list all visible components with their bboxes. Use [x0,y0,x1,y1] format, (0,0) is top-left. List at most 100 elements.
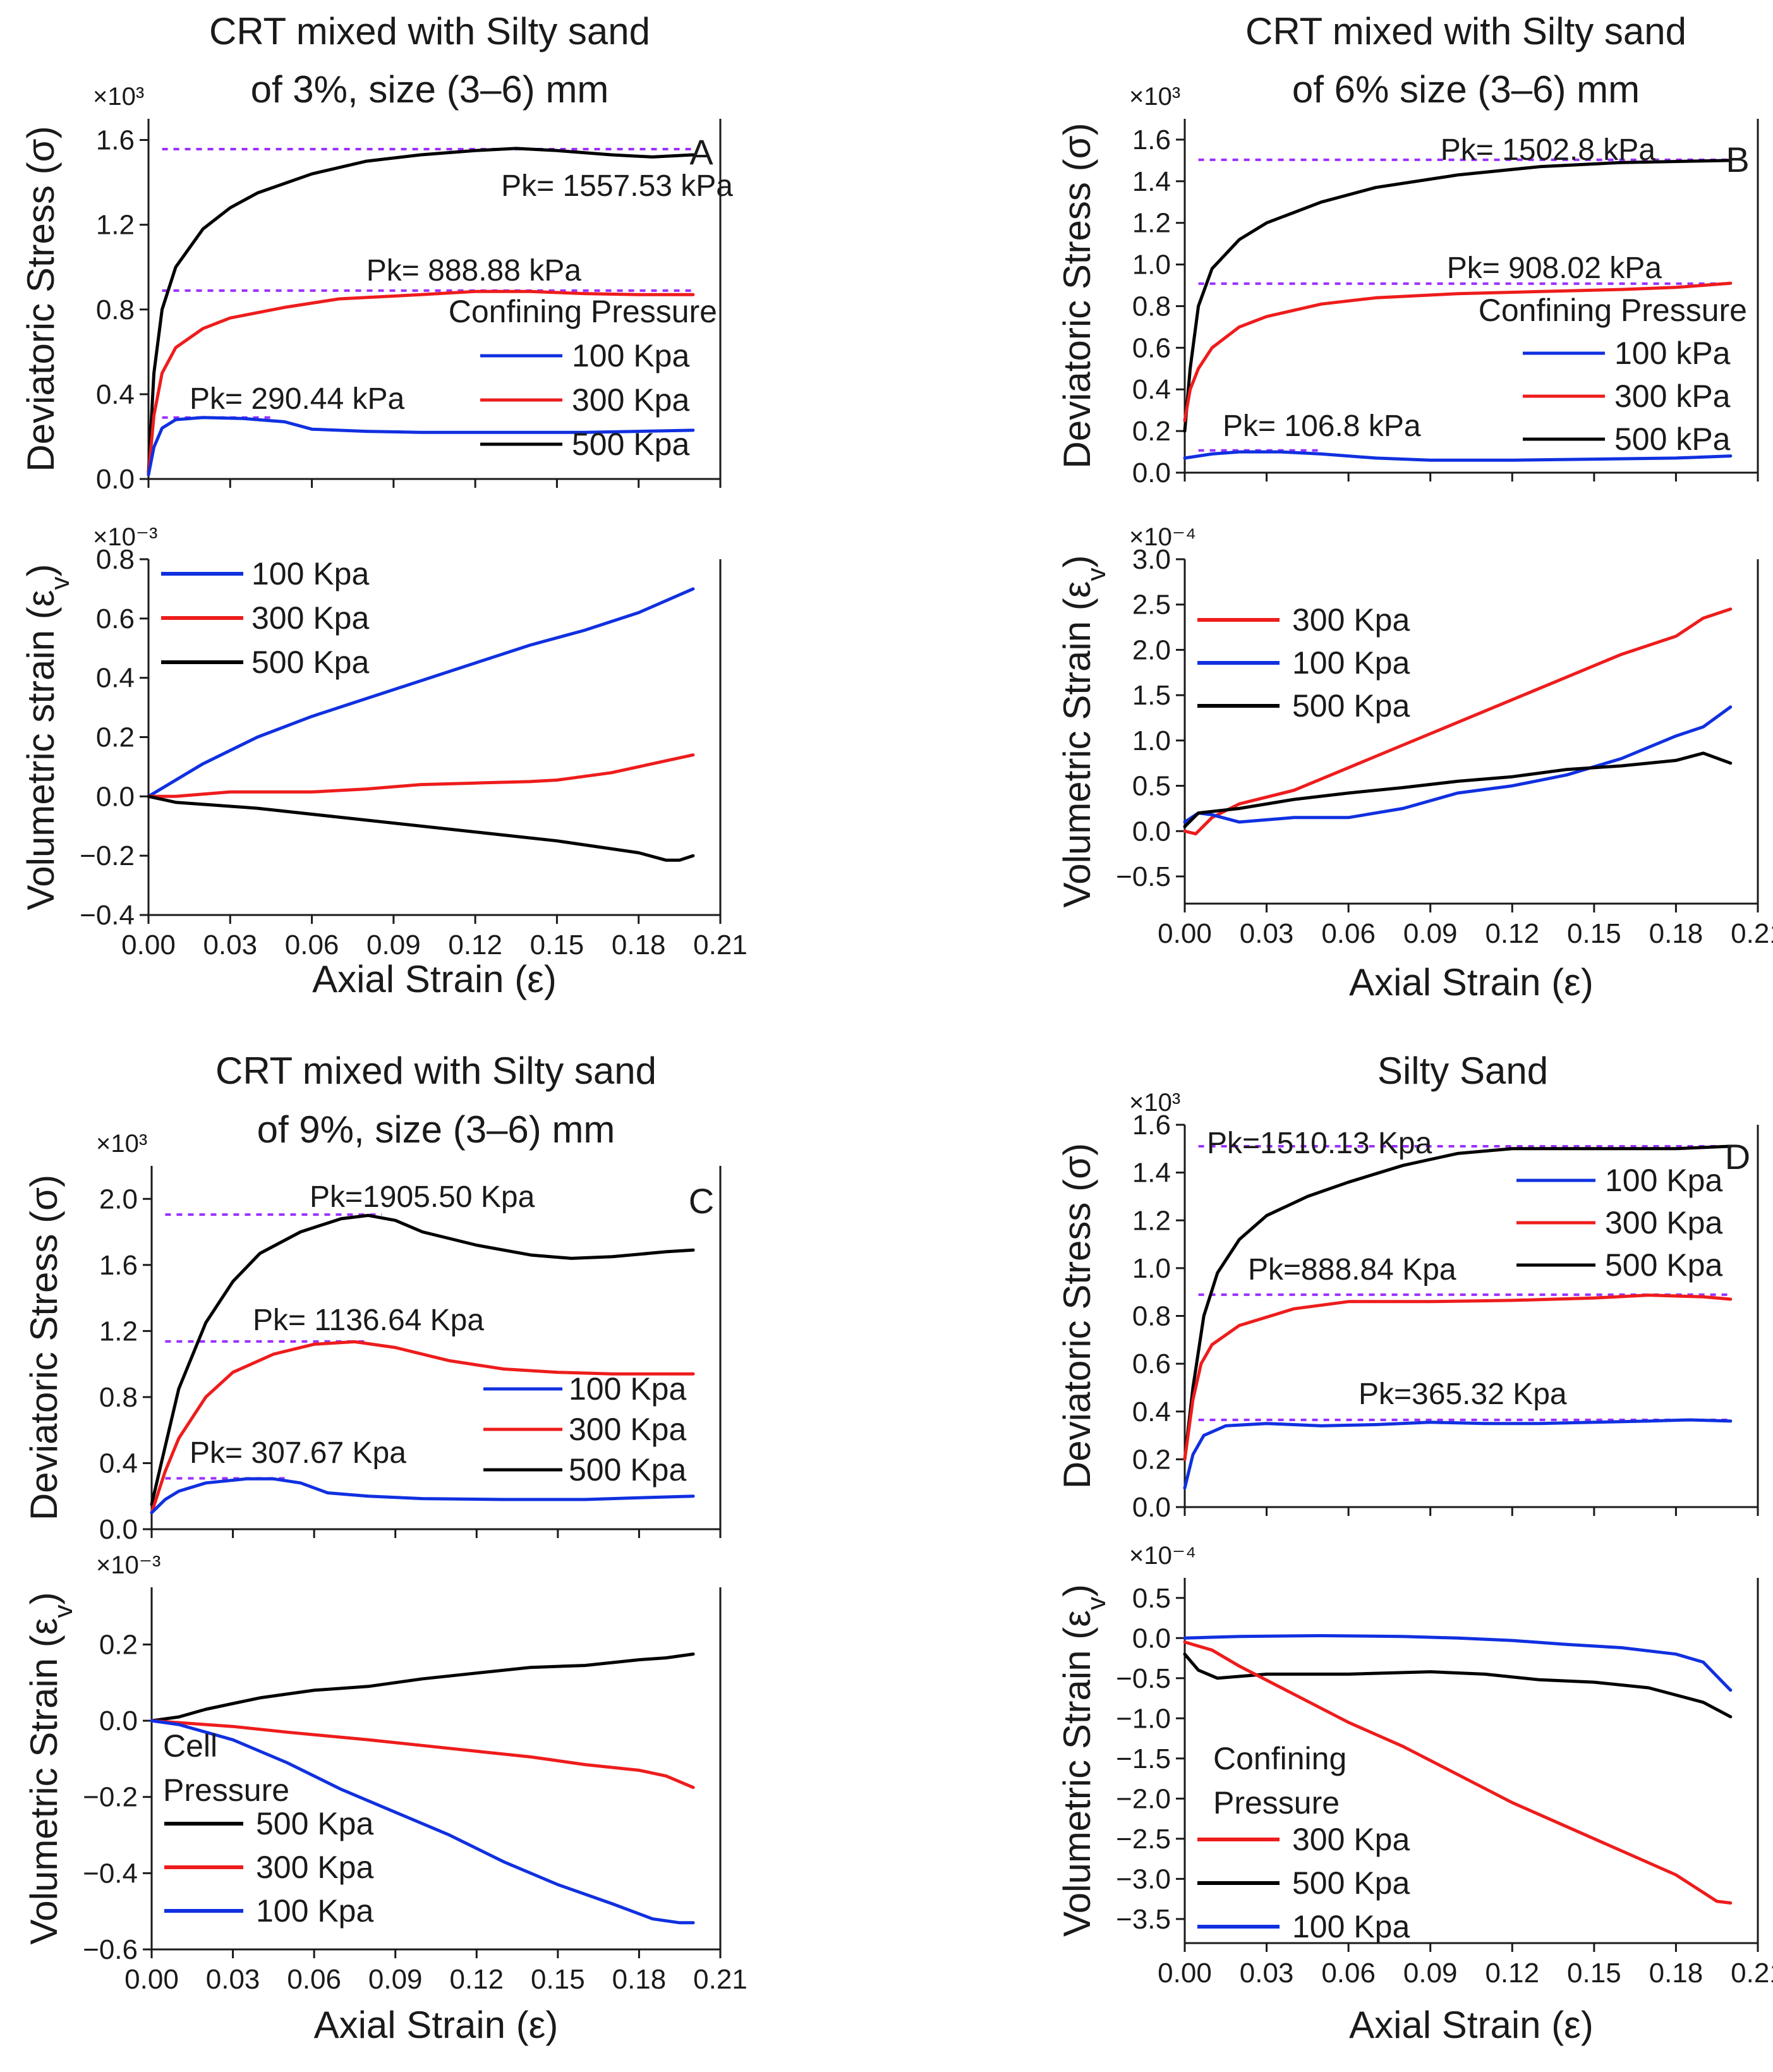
panel-a-bottom-x-tick-label: 0.09 [366,930,421,960]
panel-b-panel-letter: B [1726,140,1749,179]
panel-a-title: of 3%, size (3–6) mm [251,68,609,111]
panel-c-bottom-series-100-kpa [150,1719,695,1925]
panel-c: CRT mixed with Silty sand of 9%, size (3–… [23,1050,747,2046]
panel-b-top-y-tick-label: 1.2 [1132,208,1171,239]
panel-a-bottom-legend-label: 500 Kpa [251,645,369,680]
panel-a-bottom-y-tick-label: 0.2 [96,722,135,753]
panel-b-bottom-y-tick-label: 0.5 [1132,771,1171,802]
panel-a-bottom-y-tick-label: −0.4 [80,900,135,931]
panel-a-bottom-series-300-kpa [147,753,695,798]
panel-d-title: Silty Sand [1377,1050,1548,1092]
panel-c-bottom-y-tick-label: −0.2 [83,1782,138,1813]
panel-d-top-legend-label: 100 Kpa [1605,1163,1722,1198]
panel-a-bottom-series-500-kpa [147,794,695,862]
panel-a-panel-letter: A [689,132,713,172]
panel-d-top-y-tick-label: 0.4 [1132,1396,1171,1427]
panel-b-top-series-100-kpa [1183,450,1733,462]
panel-b-bottom-series-300-kpa [1183,607,1733,836]
panel-a-top-series-100-kpa [147,416,695,476]
panel-b-top-y-tick-label: 1.4 [1132,166,1171,197]
panel-d-bottom-series-100-kpa [1183,1634,1733,1692]
panel-a-bottom-x-tick-label: 0.06 [285,930,339,960]
panel-d-peak-label: Pk=1510.13 Kpa [1207,1127,1432,1160]
panel-a-top-legend-title: Confining Pressure [449,294,717,329]
panel-a-top-series-300-kpa [147,289,695,476]
panel-c-top-legend-label: 500 Kpa [569,1452,686,1487]
panel-d-top-series-500-kpa [1183,1144,1733,1461]
panel-d-bottom-x-tick-label: 0.15 [1567,1958,1621,1989]
panel-b-top-legend-title: Confining Pressure [1479,293,1747,328]
panel-c-top-ylabel: Deviatoric Stress (σ) [23,1175,65,1520]
panel-a-top-multiplier: ×10³ [93,83,144,111]
panel-d-top-ylabel: Deviatoric Stress (σ) [1056,1143,1098,1489]
panel-a-top-legend-label: 100 Kpa [572,338,689,373]
panel-b-bottom-legend-label: 500 Kpa [1292,688,1410,724]
panel-c-top-y-tick-label: 1.2 [99,1316,138,1347]
panel-d-top-y-tick-label: 1.2 [1132,1205,1171,1236]
panel-b-top-legend-label: 500 kPa [1614,421,1731,457]
panel-a-top-y-tick-label: 1.2 [96,210,135,241]
panel-a-bottom-x-tick-label: 0.00 [121,930,176,960]
panel-c-bottom-legend-title: Pressure [163,1772,289,1808]
panel-b-bottom-y-tick-label: 0.0 [1132,816,1171,847]
panel-a-top-y-tick-label: 0.8 [96,294,135,325]
panel-d-bottom-legend-label: 100 Kpa [1292,1909,1410,1944]
panel-a-bottom-x-tick-label: 0.18 [612,930,666,960]
panel-c-top-series-300-kpa [150,1340,695,1515]
panel-d-xlabel: Axial Strain (ε) [1349,2004,1594,2046]
panel-c-bottom-legend-label: 100 Kpa [256,1893,373,1929]
panel-c-bottom-x-tick-label: 0.18 [612,1964,667,1995]
panel-a-bottom-x-tick-label: 0.15 [530,930,584,960]
panel-c-bottom-legend-label: 300 Kpa [256,1850,373,1885]
panel-b-bottom-legend-label: 300 Kpa [1292,602,1410,638]
panel-b-top-series-300-kpa [1183,281,1733,423]
panel-d-top-y-tick-label: 0.8 [1132,1301,1171,1332]
panel-c-panel-letter: C [689,1181,714,1221]
panel-a-bottom-legend-label: 300 Kpa [251,600,369,636]
panel-c-top-y-tick-label: 2.0 [99,1184,138,1215]
panel-d-top-legend-label: 300 Kpa [1605,1205,1722,1240]
panel-d-bottom-series-500-kpa [1183,1652,1733,1719]
panel-d-top-series-300-kpa [1183,1293,1733,1461]
panel-a-bottom-legend-label: 100 Kpa [251,556,369,591]
panel-d-bottom-y-tick-label: −3.0 [1116,1863,1171,1894]
panel-a-top-ylabel: Deviatoric Stress (σ) [20,126,62,471]
panel-d-bottom-y-tick-label: −1.0 [1116,1703,1171,1734]
panel-c-top-series-100-kpa [150,1477,695,1515]
panel-b-bottom-x-tick-label: 0.15 [1567,918,1621,949]
panel-b-top-y-tick-label: 0.8 [1132,291,1171,322]
panel-c-xlabel: Axial Strain (ε) [314,2004,559,2046]
panel-b-peak-label: Pk= 106.8 kPa [1223,409,1421,443]
panel-a-top-series-500-kpa [147,147,695,475]
panel-d-top-y-tick-label: 1.0 [1132,1253,1171,1284]
panel-a-bottom-y-tick-label: 0.0 [96,781,135,812]
panel-b-top-legend-label: 300 kPa [1614,379,1731,414]
panel-a-peak-label: Pk= 1557.53 kPa [501,169,733,203]
panel-c-top-series-500-kpa [150,1213,695,1506]
panel-c-bottom-x-tick-label: 0.03 [206,1964,260,1995]
panel-b-bottom-multiplier: ×10⁻⁴ [1129,523,1196,551]
panel-c-bottom-x-tick-label: 0.21 [693,1964,747,1995]
panel-c-bottom-x-tick-label: 0.15 [531,1964,585,1995]
panel-d-bottom-legend-title: Pressure [1213,1785,1340,1821]
panel-c-top-legend-label: 300 Kpa [569,1412,686,1447]
panel-b-bottom-legend-label: 100 Kpa [1292,645,1410,681]
panel-d-bottom-y-tick-label: −3.5 [1116,1904,1171,1935]
panel-d-bottom-y-tick-label: 0.0 [1132,1623,1171,1654]
panel-c-bottom-y-tick-label: −0.4 [83,1858,138,1889]
panel-b-top-series-500-kpa [1183,159,1733,433]
panel-b-bottom-series-500-kpa [1183,751,1733,828]
panel-b-bottom-y-tick-label: 1.0 [1132,725,1171,756]
panel-d: Silty Sand0.00.20.40.60.81.01.21.41.6×10… [1056,1050,1773,2046]
panel-b-bottom-x-tick-label: 0.06 [1321,918,1376,949]
panel-d-top-multiplier: ×10³ [1129,1089,1180,1117]
panel-c-title: of 9%, size (3–6) mm [257,1108,615,1151]
panel-d-top-legend-label: 500 Kpa [1605,1247,1722,1283]
panel-c-bottom-y-tick-label: −0.6 [83,1934,138,1965]
panel-c-top-y-tick-label: 1.6 [99,1250,138,1281]
panel-d-top-y-tick-label: 0.6 [1132,1348,1171,1379]
panel-c-bottom-x-tick-label: 0.09 [368,1964,423,1995]
panel-b-top-legend-label: 100 kPa [1614,336,1731,371]
panel-d-bottom-legend-label: 500 Kpa [1292,1865,1410,1901]
